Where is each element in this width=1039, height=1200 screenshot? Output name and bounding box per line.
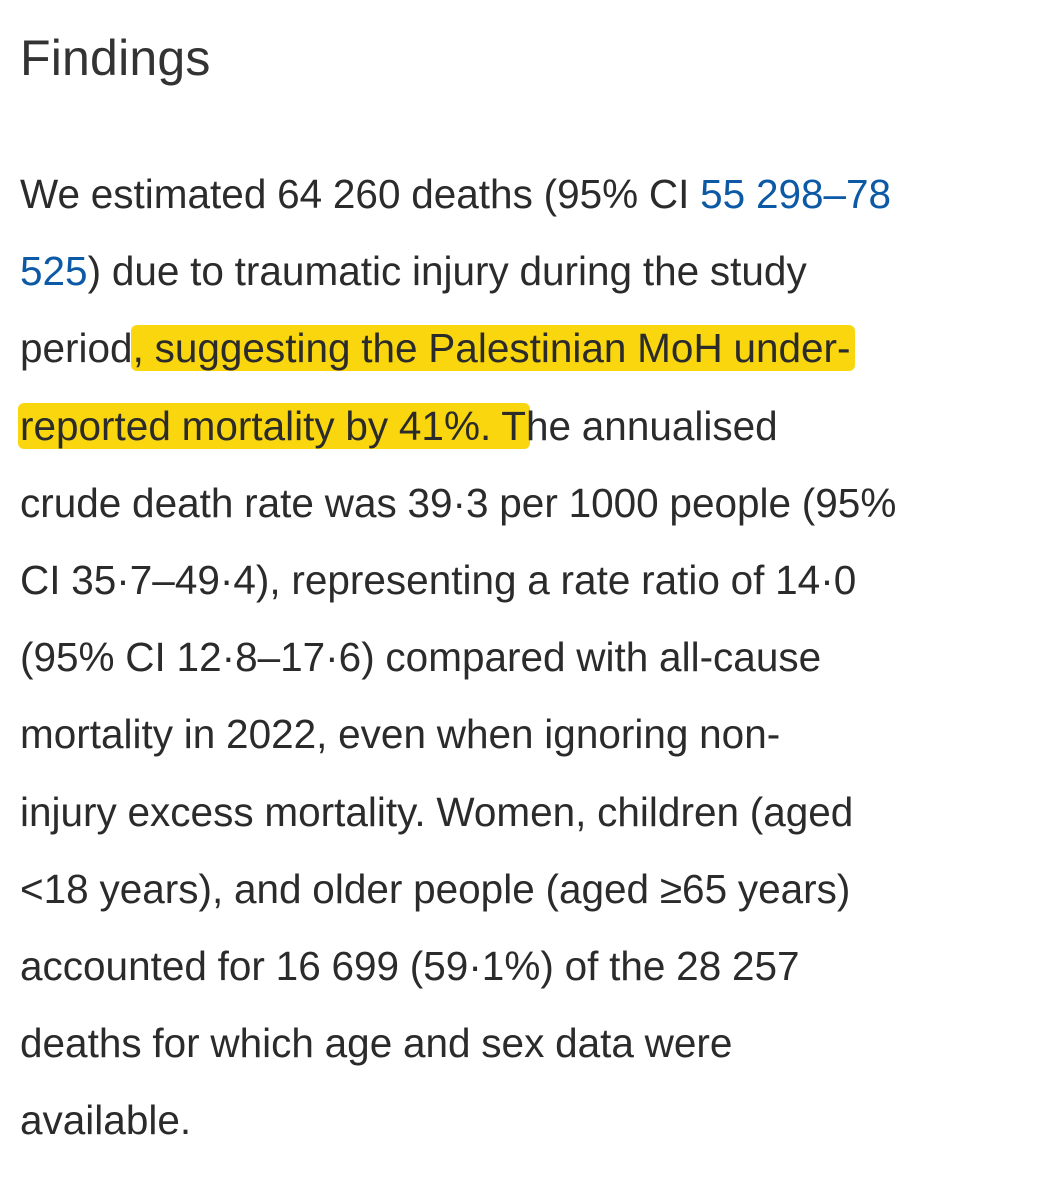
highlighted-text: reported mortality by 41%. T (18, 402, 530, 449)
paragraph-line: <18 years), and older people (aged ≥65 y… (20, 865, 851, 912)
section-heading: Findings (20, 30, 211, 86)
paragraph-line: CI 35·7–49·4), representing a rate ratio… (20, 557, 857, 604)
confidence-interval-link[interactable]: 55 298–78 (700, 171, 892, 217)
paragraph-line: accounted for 16 699 (59·1%) of the 28 2… (20, 943, 800, 990)
paragraph-line: period, suggesting the Palestinian MoH u… (20, 310, 1030, 387)
text-segment: period (20, 325, 133, 372)
text-segment: he annualised (525, 402, 778, 449)
paragraph-line: deaths for which age and sex data were (20, 1020, 733, 1067)
text-segment: We estimated 64 260 deaths (95% CI (20, 171, 701, 217)
findings-section: Findings We estimated 64 260 deaths (95%… (18, 26, 1030, 1143)
paragraph-line: crude death rate was 39·3 per 1000 peopl… (20, 479, 897, 526)
paragraph-line: available. (20, 1097, 192, 1144)
paragraph-line: 525) due to traumatic injury during the … (20, 233, 1030, 310)
highlighted-text: , suggesting the Palestinian MoH under- (130, 325, 855, 372)
paragraph-line: (95% CI 12·8–17·6) compared with all-cau… (20, 634, 822, 681)
text-segment: ) due to traumatic injury during the stu… (87, 248, 807, 295)
paragraph-line: reported mortality by 41%. The annualise… (18, 388, 1030, 465)
findings-paragraph: We estimated 64 260 deaths (95% CI 55 29… (18, 156, 1030, 1160)
confidence-interval-link-continued[interactable]: 525 (20, 248, 88, 295)
paragraph-line: We estimated 64 260 deaths (95% CI 55 29… (20, 156, 1030, 233)
paragraph-line: mortality in 2022, even when ignoring no… (20, 711, 781, 758)
paragraph-line: injury excess mortality. Women, children… (20, 788, 854, 835)
